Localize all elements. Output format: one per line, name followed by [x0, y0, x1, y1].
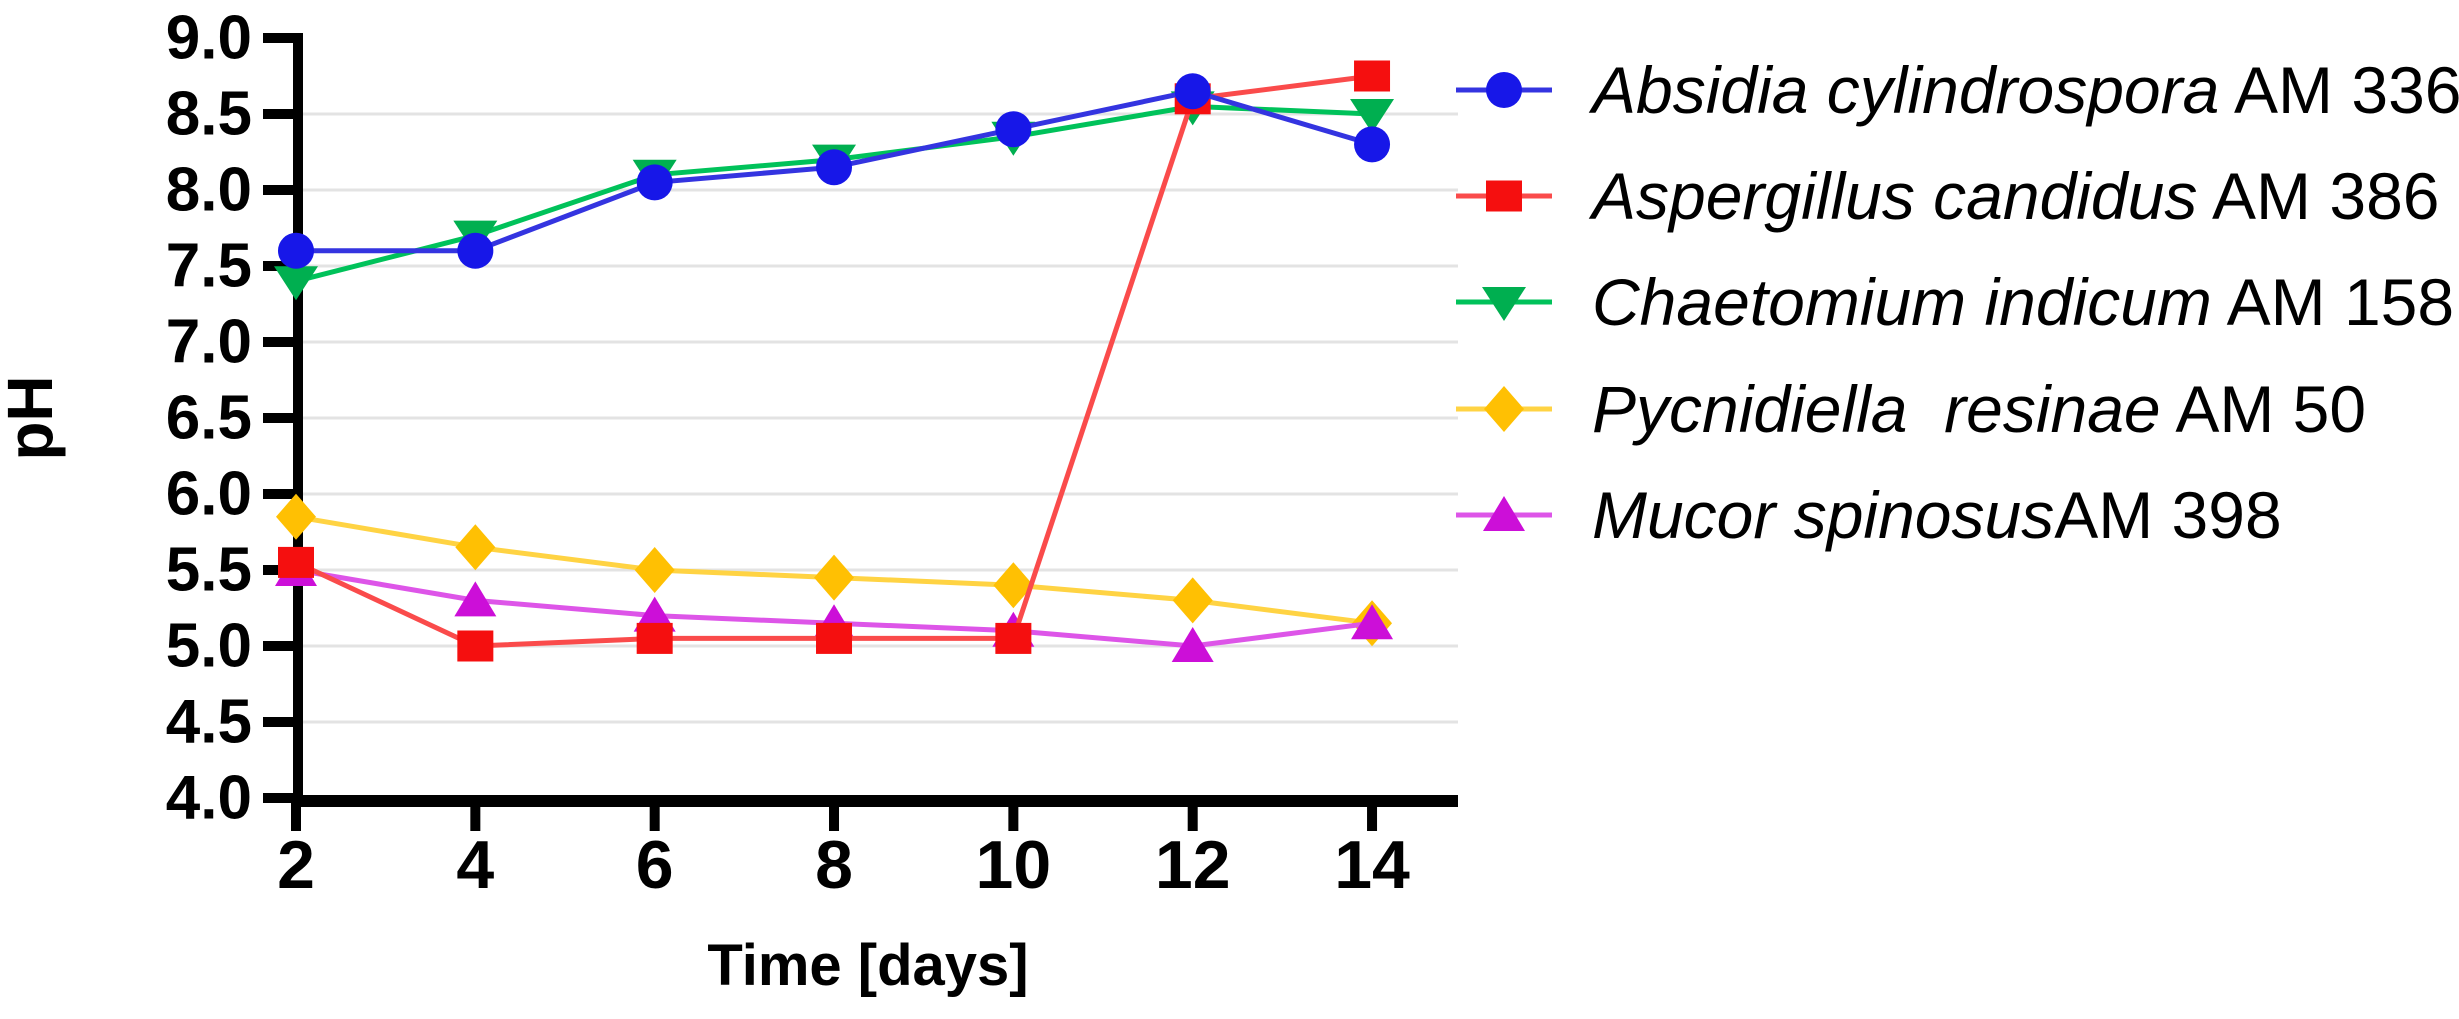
x-tick	[1367, 801, 1378, 831]
series-line	[295, 103, 1373, 284]
x-tick-label: 4	[456, 827, 494, 903]
y-tick-label: 8.5	[166, 80, 252, 149]
y-tick	[263, 641, 298, 651]
y-tick	[263, 109, 298, 119]
y-tick-label: 5.0	[166, 612, 252, 681]
data-point-marker	[278, 546, 314, 578]
legend-item: Absidia cylindrospora AM 336	[1452, 52, 2459, 128]
data-point-marker	[816, 622, 853, 654]
data-point-marker	[995, 111, 1032, 148]
legend-label: Aspergillus candidus AM 386	[1592, 159, 2440, 233]
legend-item: Mucor spinosusAM 398	[1452, 477, 2282, 553]
y-tick-label: 8.0	[166, 156, 252, 225]
data-point-marker	[1350, 99, 1395, 133]
y-tick-label: 6.0	[166, 460, 252, 529]
legend-key-marker	[1486, 72, 1522, 108]
x-tick-label: 8	[815, 827, 853, 903]
x-tick-label: 12	[1155, 827, 1231, 903]
y-tick	[263, 33, 298, 43]
legend-key-marker	[1484, 386, 1524, 432]
y-tick-label: 5.5	[166, 536, 252, 605]
legend-label: Absidia cylindrospora AM 336	[1592, 53, 2459, 127]
y-tick-label: 7.0	[166, 308, 252, 377]
legend-key-marker	[1482, 287, 1526, 321]
x-axis-title: Time [days]	[707, 933, 1028, 998]
y-tick	[263, 413, 298, 423]
data-point-marker	[457, 630, 494, 662]
data-point-marker	[1354, 126, 1391, 163]
x-tick-label: 14	[1334, 827, 1410, 903]
data-point-marker	[1171, 627, 1214, 662]
x-tick-label: 2	[277, 827, 315, 903]
x-tick	[1187, 801, 1198, 831]
x-tick	[1008, 801, 1019, 831]
x-tick	[291, 801, 301, 831]
data-point-marker	[457, 232, 494, 269]
x-tick-label: 6	[636, 827, 674, 903]
data-point-marker	[1354, 60, 1391, 92]
y-tick	[263, 489, 298, 499]
legend: Absidia cylindrospora AM 336 Aspergillus …	[1452, 0, 2459, 600]
y-tick	[263, 337, 298, 347]
y-tick-label: 9.0	[166, 4, 252, 73]
y-tick-label: 4.5	[166, 688, 252, 757]
legend-key-marker	[1486, 180, 1522, 212]
x-tick	[470, 801, 481, 831]
data-point-marker	[276, 493, 316, 540]
legend-label: Pycnidiella resinae AM 50	[1592, 372, 2367, 446]
y-tick-label: 7.5	[166, 232, 252, 301]
x-tick	[829, 801, 840, 831]
data-point-marker	[1351, 604, 1394, 640]
y-tick	[263, 717, 298, 727]
y-tick-label: 4.0	[166, 764, 252, 833]
diamond-icon	[1456, 386, 1552, 432]
data-point-marker	[633, 596, 676, 632]
x-tick-label: 10	[976, 827, 1052, 903]
data-point-marker	[993, 562, 1034, 609]
data-point-marker	[274, 266, 318, 301]
data-point-marker	[278, 232, 314, 269]
x-tick	[649, 801, 660, 831]
data-point-marker	[995, 622, 1032, 654]
legend-item: Chaetomium indicum AM 158	[1452, 264, 2454, 340]
y-tick	[263, 185, 298, 195]
data-point-marker	[454, 581, 497, 617]
data-point-marker	[636, 164, 673, 201]
x-axis-line	[293, 795, 1458, 807]
circle-icon	[1456, 72, 1552, 108]
data-point-marker	[455, 524, 496, 571]
triangle-down-icon	[1456, 287, 1552, 321]
legend-key-marker	[1483, 496, 1525, 531]
data-point-marker	[1172, 577, 1213, 624]
data-point-marker	[1174, 73, 1211, 110]
legend-item: Aspergillus candidus AM 386	[1452, 158, 2440, 234]
legend-label: Mucor spinosusAM 398	[1592, 478, 2282, 552]
triangle-up-icon	[1456, 496, 1552, 531]
square-icon	[1456, 180, 1552, 212]
data-point-marker	[816, 149, 853, 186]
data-point-marker	[634, 547, 675, 593]
legend-label: Chaetomium indicum AM 158	[1592, 265, 2455, 339]
y-axis-title: pH	[0, 375, 66, 460]
y-tick	[263, 793, 298, 803]
data-point-marker	[636, 622, 673, 654]
y-tick-label: 6.5	[166, 384, 252, 453]
y-tick	[263, 261, 298, 271]
data-point-marker	[814, 554, 855, 601]
legend-item: Pycnidiella resinae AM 50	[1452, 371, 2366, 447]
